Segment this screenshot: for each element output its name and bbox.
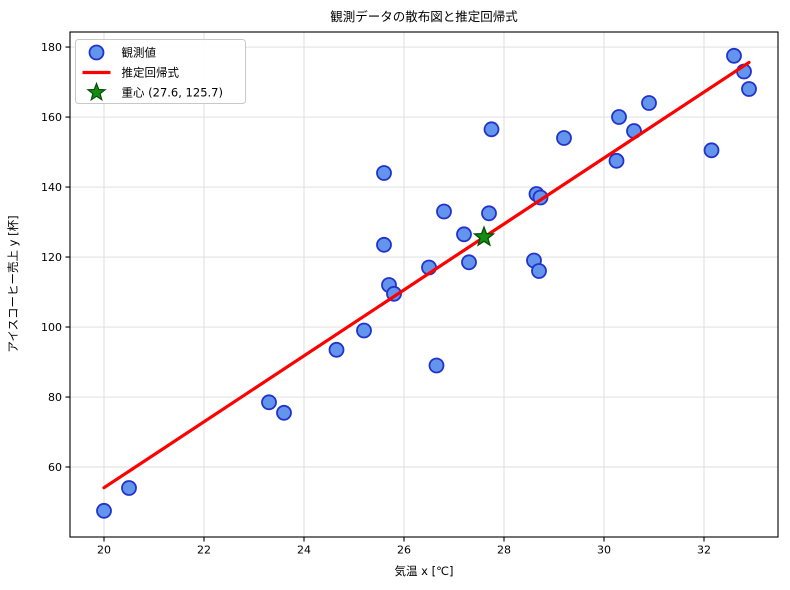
data-point (276, 404, 292, 421)
y-tick-label: 100 (41, 321, 62, 334)
plot-border (69, 31, 779, 538)
x-tick-label: 32 (697, 544, 711, 557)
data-point (461, 254, 477, 271)
data-point (611, 109, 627, 125)
x-tick-label: 24 (297, 544, 311, 557)
data-point (356, 322, 372, 339)
legend-item-label: 観測値 (122, 46, 157, 60)
data-point (376, 236, 392, 253)
chart-title: 観測データの散布図と推定回帰式 (330, 9, 518, 24)
data-point (428, 357, 445, 374)
legend-item-label: 推定回帰式 (122, 66, 180, 80)
data-layer (96, 47, 757, 519)
data-point (726, 47, 742, 64)
legend-item-label: 重心 (27.6, 125.7) (122, 86, 223, 100)
star-icon (86, 81, 107, 102)
data-point (703, 142, 720, 159)
y-tick-label: 80 (48, 391, 62, 404)
data-point (608, 152, 625, 169)
data-point (96, 502, 112, 519)
data-point (456, 226, 472, 243)
y-tick-label: 160 (41, 111, 62, 124)
data-point (483, 121, 500, 138)
data-point (328, 341, 345, 358)
y-tick-label: 60 (48, 461, 62, 474)
y-tick-label: 120 (41, 251, 62, 264)
x-tick-label: 20 (97, 544, 111, 557)
circle-icon (88, 44, 105, 61)
regression-line (102, 60, 751, 490)
x-tick-label: 26 (397, 544, 411, 557)
data-point (641, 95, 657, 111)
data-point (261, 394, 277, 411)
y-axis-label: アイスコーヒー売上 y [杯] (6, 215, 20, 352)
data-point (556, 130, 572, 146)
x-tick-label: 30 (597, 544, 611, 557)
data-point (121, 480, 137, 496)
legend-box (75, 39, 246, 104)
data-point (376, 165, 392, 181)
y-tick-label: 180 (41, 41, 62, 54)
data-point (436, 203, 452, 220)
gridlines (70, 32, 778, 537)
centroid-star (472, 225, 496, 247)
data-point (481, 205, 497, 222)
x-tick-label: 28 (497, 544, 511, 557)
data-point (531, 263, 547, 279)
axis-ticks: 20 22 24 26 28 30 32 60 80 100 120 140 160 180 (41, 41, 711, 556)
y-tick-label: 140 (41, 181, 62, 194)
x-tick-label: 22 (197, 544, 211, 557)
data-point (741, 81, 757, 97)
x-axis-label: 気温 x [℃] (394, 564, 453, 578)
